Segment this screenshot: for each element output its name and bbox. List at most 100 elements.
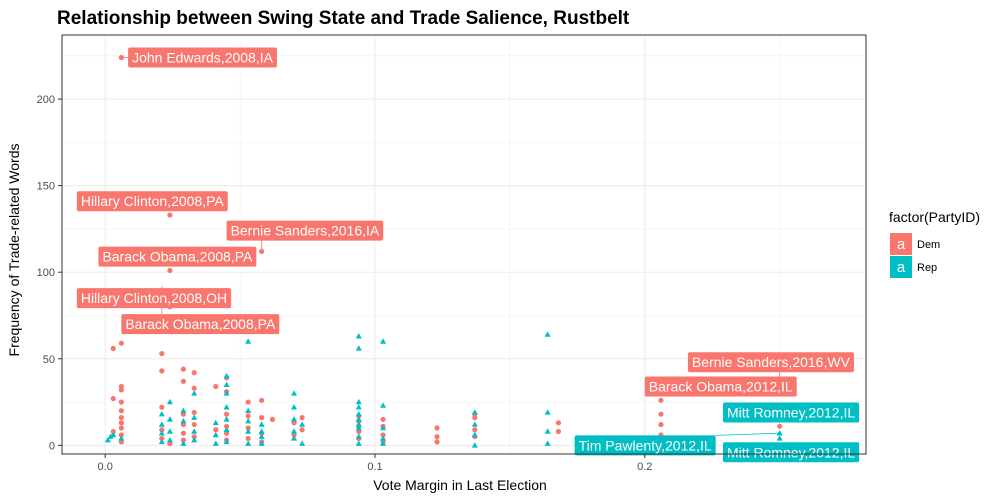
data-point-dem <box>299 415 305 421</box>
data-point-dem <box>191 409 197 416</box>
data-point-rep <box>299 421 306 427</box>
data-point-dem <box>118 415 124 421</box>
data-point-dem <box>118 425 124 431</box>
data-point-rep <box>290 416 298 422</box>
legend-label: Dem <box>917 239 940 251</box>
data-point-rep <box>158 438 165 445</box>
y-tick-label: 200 <box>37 94 55 106</box>
point-label-text: John Edwards,2008,IA <box>132 50 274 66</box>
data-point-dem <box>159 350 165 357</box>
point-label-text: Mitt Romney,2012,IL <box>727 404 855 420</box>
data-point-rep <box>245 417 252 424</box>
data-point-rep <box>776 430 783 436</box>
point-label-box <box>226 220 384 241</box>
legend-item-dem: a Dem <box>890 233 940 255</box>
point-label-text: Tim Pawlenty,2012,IL <box>579 437 712 453</box>
data-point-rep <box>355 416 362 422</box>
data-point-dem <box>259 415 265 421</box>
point-label-box <box>723 402 860 423</box>
data-point-rep <box>110 431 117 438</box>
point-label-box <box>121 314 280 335</box>
data-point-rep <box>212 440 219 446</box>
data-point-rep <box>107 433 114 439</box>
data-points <box>104 54 783 448</box>
data-point-rep <box>166 436 173 443</box>
data-point-rep <box>299 440 306 446</box>
data-point-dem <box>159 368 165 374</box>
point-label: Tim Pawlenty,2012,IL <box>574 432 780 456</box>
data-point-dem <box>118 420 124 426</box>
point-label: Barack Obama,2008,PA <box>98 246 257 267</box>
y-tick-label: 150 <box>37 181 55 193</box>
data-point-rep <box>380 440 387 446</box>
data-point-rep <box>258 428 265 434</box>
data-point-dem <box>167 212 173 218</box>
data-point-rep <box>158 421 165 427</box>
data-point-rep <box>212 431 219 438</box>
data-point-rep <box>544 331 551 337</box>
data-point-dem <box>110 428 116 435</box>
data-point-rep <box>471 442 478 448</box>
axes: 0.0 0.1 0.2 0 50 100 150 200 <box>37 94 653 473</box>
y-tick-label: 100 <box>37 267 55 279</box>
data-point-rep <box>166 398 173 405</box>
data-point-dem <box>245 399 251 405</box>
data-point-dem <box>223 411 230 417</box>
point-label-box <box>644 376 797 397</box>
data-point-dem <box>434 434 440 440</box>
legend-key <box>890 233 912 255</box>
data-point-rep <box>355 433 362 439</box>
point-label: Mitt Romney,2012,IL <box>723 402 860 423</box>
data-point-rep <box>380 424 387 431</box>
data-point-rep <box>471 409 478 415</box>
data-point-dem <box>191 370 197 376</box>
annotations: John Edwards,2008,IA Hillary Clinton,2008… <box>76 47 860 463</box>
data-point-rep <box>290 404 298 410</box>
x-tick-label: 0.2 <box>637 461 652 473</box>
point-label-box <box>76 191 228 212</box>
data-point-dem <box>180 430 187 436</box>
data-point-rep <box>223 381 230 387</box>
data-point-rep <box>245 428 252 434</box>
data-point-dem <box>434 439 440 445</box>
data-point-rep <box>191 414 198 420</box>
data-point-rep <box>104 436 111 443</box>
data-point-rep <box>223 404 230 410</box>
point-label: John Edwards,2008,IA <box>121 47 277 68</box>
data-point-rep <box>223 372 230 379</box>
data-point-dem <box>223 423 230 429</box>
data-point-rep <box>290 428 298 434</box>
data-point-rep <box>776 435 783 441</box>
data-point-rep <box>258 421 265 427</box>
point-label-text: Barack Obama,2008,PA <box>102 249 253 265</box>
data-point-rep <box>166 428 173 434</box>
data-point-rep <box>544 440 551 446</box>
data-point-dem <box>180 366 187 372</box>
data-point-dem <box>180 437 187 443</box>
data-point-dem <box>555 428 562 435</box>
data-point-rep <box>245 338 252 344</box>
point-label-text: Bernie Sanders,2016,WV <box>692 354 851 370</box>
legend-key-glyph: a <box>897 236 906 253</box>
data-point-dem <box>259 397 265 403</box>
data-point-rep <box>223 426 230 433</box>
x-tick-label: 0.0 <box>98 461 113 473</box>
data-point-rep <box>223 390 230 396</box>
point-label-box <box>98 246 257 267</box>
data-point-rep <box>380 338 387 344</box>
data-point-rep <box>158 430 165 436</box>
data-point-dem <box>555 420 562 426</box>
data-point-dem <box>658 411 664 417</box>
data-point-rep <box>471 431 478 438</box>
data-point-dem <box>159 427 165 433</box>
y-tick-label: 0 <box>49 440 55 452</box>
data-point-dem <box>118 432 124 438</box>
data-point-dem <box>299 427 305 433</box>
data-point-rep <box>290 390 298 396</box>
data-point-rep <box>290 435 298 441</box>
data-point-rep <box>380 402 387 408</box>
data-point-dem <box>472 427 478 433</box>
data-point-dem <box>110 395 116 402</box>
data-point-dem <box>159 404 165 410</box>
